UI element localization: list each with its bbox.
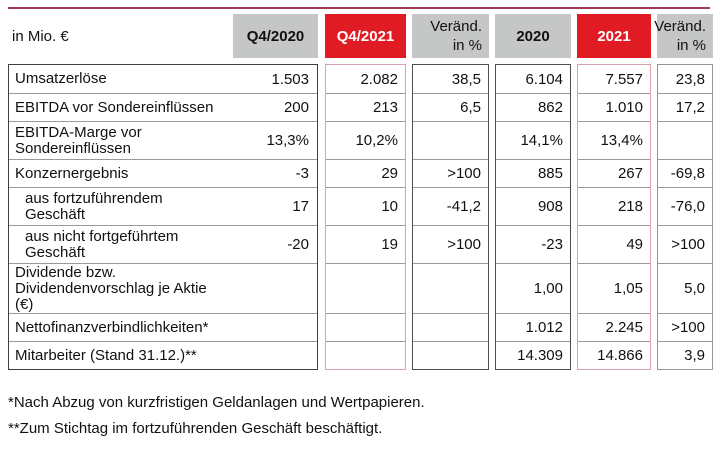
table-cell: -23	[496, 225, 570, 263]
table-cell	[413, 313, 488, 341]
table-box-2020: 6.104 862 14,1% 885 908 -23 1,00 1.012 14.309	[495, 64, 571, 370]
table-cell: 6.104	[525, 70, 563, 88]
table-cell	[326, 341, 405, 369]
footnote-1: *Nach Abzug von kurzfristigen Geldanlage…	[8, 394, 425, 411]
table-cell: 19	[326, 225, 405, 263]
table-cell: >100	[413, 225, 488, 263]
table-cell: -76,0	[658, 187, 712, 225]
row-label: EBITDA-Marge vor Sondereinflüssen	[15, 123, 142, 157]
table-cell	[326, 313, 405, 341]
table-cell	[658, 121, 712, 159]
table-row: aus fortzuführendem Geschäft 17	[9, 187, 317, 225]
table-row: Mitarbeiter (Stand 31.12.)**	[9, 341, 317, 369]
table-cell: -69,8	[658, 159, 712, 187]
table-cell: 218	[578, 187, 650, 225]
table-cell: 13,4%	[578, 121, 650, 159]
footnote-2: **Zum Stichtag im fortzuführenden Geschä…	[8, 420, 383, 437]
row-label: Nettofinanzverbindlichkeiten*	[15, 318, 209, 336]
table-cell: 2.082	[360, 70, 398, 88]
table-cell: 14.866	[578, 341, 650, 369]
table-cell: -20	[287, 236, 309, 253]
row-label: Dividende bzw. Dividendenvorschlag je Ak…	[15, 263, 207, 313]
table-cell: 1,00	[496, 263, 570, 313]
table-box-change-quarter: 38,5 6,5 >100 -41,2 >100	[412, 64, 489, 370]
table-row: EBITDA-Marge vor Sondereinflüssen 13,3%	[9, 121, 317, 159]
table-cell: 862	[496, 93, 570, 121]
table-cell: 17,2	[658, 93, 712, 121]
table-cell: 7.557	[605, 70, 643, 88]
table-box-q4-2021: 2.082 213 10,2% 29 10 19	[325, 64, 406, 370]
table-cell: 1.012	[496, 313, 570, 341]
table-cell: -41,2	[413, 187, 488, 225]
table-box-labels-and-q4-2020: Umsatzerlöse 1.503 EBITDA vor Sondereinflü…	[8, 64, 318, 370]
table-cell: 200	[283, 99, 309, 116]
row-label: Konzernergebnis	[15, 164, 129, 182]
row-label: aus fortzuführendem Geschäft	[25, 189, 163, 223]
table-cell: 14.309	[496, 341, 570, 369]
table-row: EBITDA vor Sondereinflüssen 200	[9, 93, 317, 121]
table-cell: 908	[496, 187, 570, 225]
table-cell: 13,3%	[266, 132, 309, 149]
table-cell: 14,1%	[496, 121, 570, 159]
table-cell: 267	[578, 159, 650, 187]
table-row: Nettofinanzverbindlichkeiten*	[9, 313, 317, 341]
table-cell: >100	[658, 225, 712, 263]
column-header-change-year: Veränd. in %	[654, 14, 713, 58]
column-header-q4-2021: Q4/2021	[325, 14, 406, 58]
table-box-change-year: 23,8 17,2 -69,8 -76,0 >100 5,0 >100 3,9	[657, 64, 713, 370]
footnotes: *Nach Abzug von kurzfristigen Geldanlage…	[8, 390, 425, 442]
table-cell: 1.503	[271, 70, 309, 88]
table-cell: 23,8	[675, 70, 705, 88]
table-row: Dividende bzw. Dividendenvorschlag je Ak…	[9, 263, 317, 313]
table-cell: 885	[496, 159, 570, 187]
table-cell	[413, 341, 488, 369]
table-cell: 6,5	[413, 93, 488, 121]
column-header-q4-2020: Q4/2020	[233, 14, 318, 58]
table-cell: 1.010	[578, 93, 650, 121]
accent-rule	[8, 7, 710, 9]
table-cell: 38,5	[451, 70, 481, 88]
table-cell	[413, 121, 488, 159]
table-cell: 2.245	[578, 313, 650, 341]
table-row: aus nicht fortgeführtem Geschäft -20	[9, 225, 317, 263]
row-label: EBITDA vor Sondereinflüssen	[15, 98, 214, 116]
table-cell: >100	[658, 313, 712, 341]
table-cell	[413, 263, 488, 313]
unit-label: in Mio. €	[12, 27, 69, 45]
row-label: Mitarbeiter (Stand 31.12.)**	[15, 346, 197, 364]
table-cell: 10	[326, 187, 405, 225]
table-cell: 29	[326, 159, 405, 187]
table-cell: 5,0	[658, 263, 712, 313]
table-box-2021: 7.557 1.010 13,4% 267 218 49 1,05 2.245 14.866	[577, 64, 651, 370]
table-cell: 10,2%	[326, 121, 405, 159]
table-row: Umsatzerlöse 1.503	[9, 65, 317, 93]
table-cell: >100	[413, 159, 488, 187]
table-cell: 3,9	[658, 341, 712, 369]
row-label: aus nicht fortgeführtem Geschäft	[25, 227, 179, 261]
table-cell: -3	[295, 165, 309, 182]
table-cell: 1,05	[578, 263, 650, 313]
table-cell: 213	[326, 93, 405, 121]
table-cell: 17	[292, 198, 309, 215]
table-row: Konzernergebnis -3	[9, 159, 317, 187]
column-header-change-quarter: Veränd. in %	[412, 14, 489, 58]
table-cell	[326, 263, 405, 313]
column-header-2020: 2020	[495, 14, 571, 58]
table-cell: 49	[578, 225, 650, 263]
row-label: Umsatzerlöse	[15, 70, 107, 87]
column-header-2021: 2021	[577, 14, 651, 58]
